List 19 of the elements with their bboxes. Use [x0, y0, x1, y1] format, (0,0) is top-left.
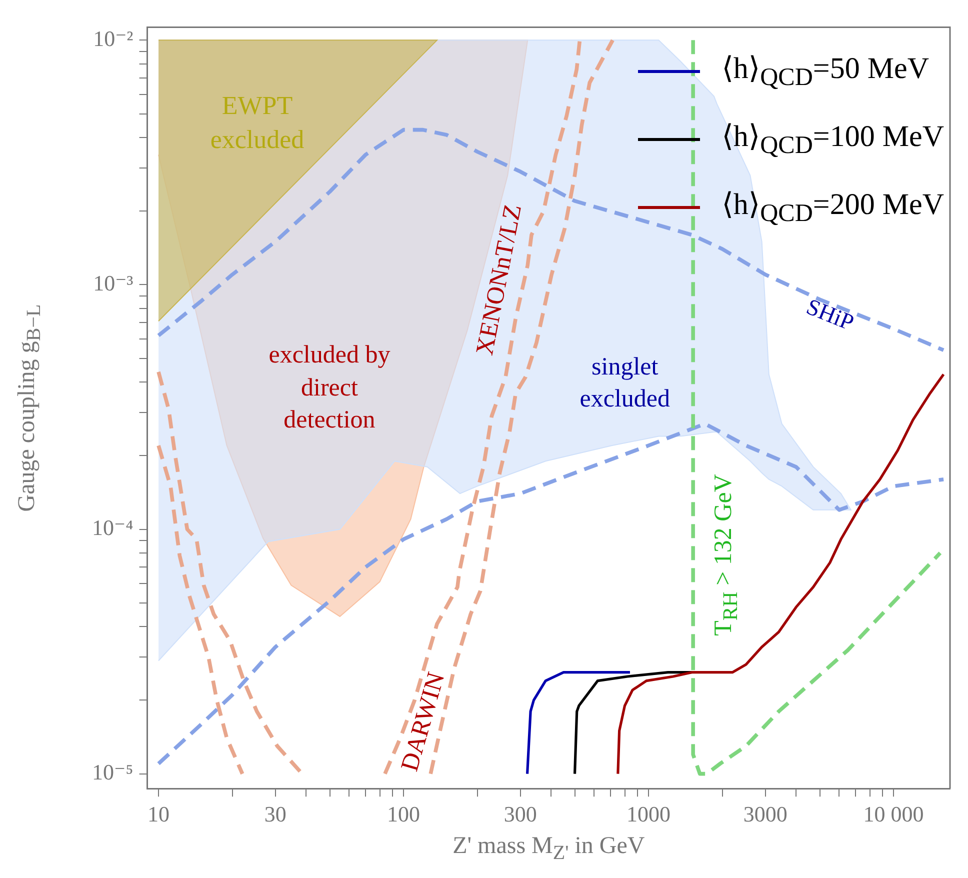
x-tick-label: 30	[264, 802, 286, 827]
annotation: SHiP	[802, 292, 858, 338]
annotation: singlet excluded	[578, 352, 671, 415]
legend-label: ⟨h⟩$_{QCD}$=50 MeV	[722, 50, 929, 92]
x-tick-label: 1000	[626, 802, 671, 827]
annotation: EWPT excluded	[209, 90, 306, 156]
x-tick-label: 10 000	[863, 802, 924, 827]
x-tick-label: 300	[504, 802, 537, 827]
annotation: excluded by direct detection	[268, 340, 392, 436]
legend-label: ⟨h⟩$_{QCD}$=100 MeV	[722, 118, 944, 160]
legend-label: ⟨h⟩$_{QCD}$=200 MeV	[722, 186, 944, 228]
y-tick-label: 10⁻²	[93, 26, 134, 51]
y-tick-label: 10⁻⁵	[92, 760, 134, 785]
x-tick-label: 3000	[743, 802, 788, 827]
y-tick-label: 10⁻³	[93, 270, 134, 296]
x-axis-title: Z' mass M$_{Z'}$ in GeV	[452, 832, 646, 864]
x-tick-label: 100	[387, 802, 420, 827]
x-tick-label: 10	[147, 802, 170, 827]
y-tick-label: 10⁻⁴	[92, 515, 134, 540]
